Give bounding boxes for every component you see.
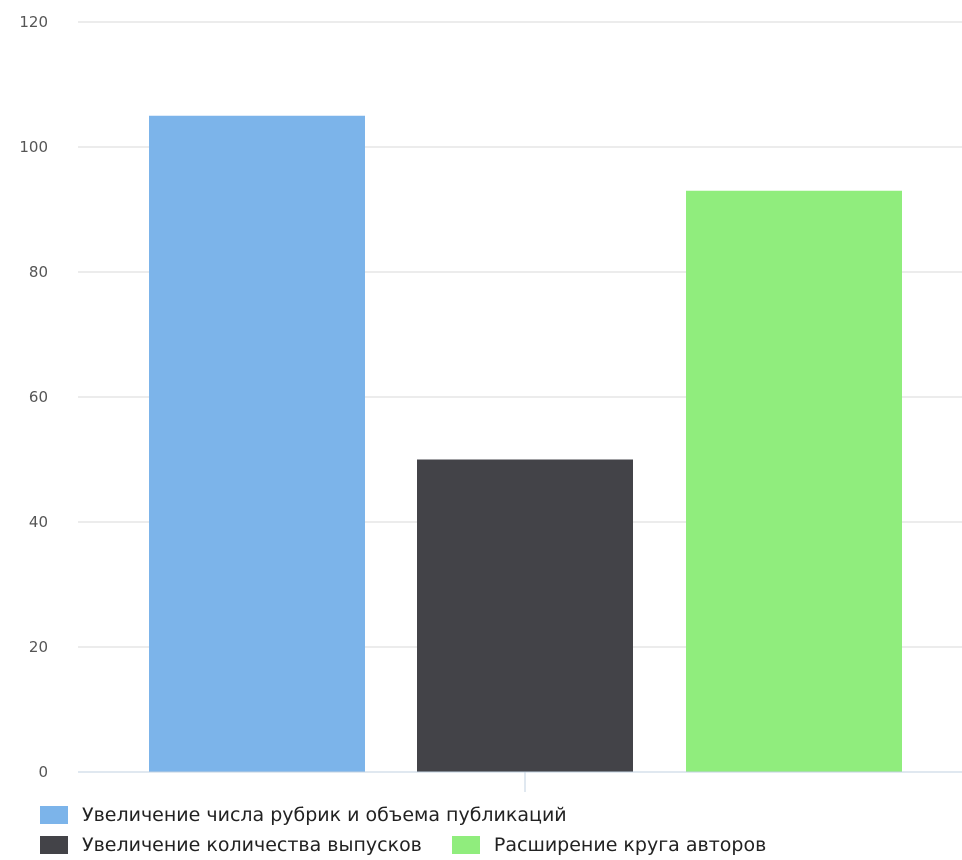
legend-item-rubrics[interactable]: Увеличение числа рубрик и объема публика… [40,804,567,826]
y-tick-label-80: 80 [29,263,48,281]
y-tick-label-20: 20 [29,638,48,656]
legend-label-rubrics: Увеличение числа рубрик и объема публика… [82,804,567,826]
y-tick-label-100: 100 [19,138,48,156]
legend-swatch-dark [40,836,68,854]
y-tick-label-0: 0 [38,763,48,781]
bar-2[interactable] [417,459,633,773]
y-axis-ticks: 0 20 40 60 80 100 120 [19,13,48,781]
legend-swatch-green [451,836,480,854]
bar-1[interactable] [149,115,365,772]
legend-swatch-blue [40,806,68,824]
bars [149,115,902,773]
x-axis [78,771,962,792]
legend-item-issues[interactable]: Увеличение количества выпусков [40,834,422,856]
legend-label-authors: Расширение круга авторов [493,834,767,856]
legend-item-authors[interactable]: Расширение круга авторов [451,834,767,856]
bar-3[interactable] [686,190,902,772]
legend-label-issues: Увеличение количества выпусков [82,834,422,856]
y-tick-label-40: 40 [29,513,48,531]
legend: Увеличение числа рубрик и объема публика… [40,800,940,860]
y-tick-label-60: 60 [29,388,48,406]
legend-row-2: Увеличение количества выпусков Расширени… [40,830,940,860]
legend-row-1: Увеличение числа рубрик и объема публика… [40,800,940,830]
bar-chart: 0 20 40 60 80 100 120 [19,13,962,792]
y-tick-label-120: 120 [19,13,48,31]
